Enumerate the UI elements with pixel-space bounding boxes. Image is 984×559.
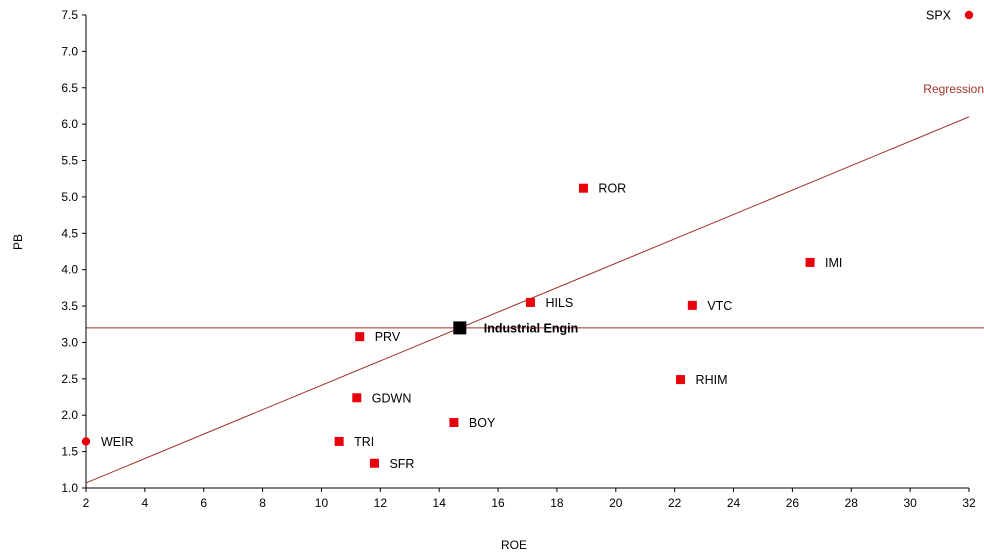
x-tick-label: 6: [200, 496, 207, 510]
x-tick-label: 14: [433, 496, 447, 510]
y-tick-label: 5.0: [61, 190, 78, 204]
y-tick-label: 2.5: [61, 372, 78, 386]
point-label-weir: WEIR: [101, 435, 134, 449]
y-axis-title: PB: [11, 234, 25, 250]
y-tick-label: 7.0: [61, 44, 78, 58]
point-label-prv: PRV: [375, 330, 401, 344]
y-tick-label: 3.0: [61, 335, 78, 349]
y-tick-label: 1.5: [61, 445, 78, 459]
point-label-tri: TRI: [354, 435, 374, 449]
y-tick-label: 3.5: [61, 299, 78, 313]
x-tick-label: 22: [668, 496, 682, 510]
point-tri: [334, 436, 344, 446]
point-label-boy: BOY: [469, 416, 496, 430]
point-sfr: [369, 458, 379, 468]
y-tick-label: 4.5: [61, 226, 78, 240]
axes: 1.0 1.5 2.0 2.5 3.0 3.5 4.0 4.5 5.0 5.5 6.0 6.5 7.0 7…: [61, 8, 976, 510]
x-tick-label: 24: [727, 496, 741, 510]
point-hils: [525, 297, 535, 307]
point-vtc: [687, 300, 697, 310]
x-tick-label: 12: [374, 496, 388, 510]
x-tick-label: 28: [845, 496, 859, 510]
x-tick-label: 32: [962, 496, 976, 510]
y-tick-label: 6.0: [61, 117, 78, 131]
point-spx: [964, 10, 974, 20]
point-label-vtc: VTC: [707, 299, 732, 313]
y-tick-label: 1.0: [61, 481, 78, 495]
point-imi: [805, 257, 815, 267]
point-label-ror: ROR: [598, 182, 626, 196]
point-label-hils: HILS: [545, 296, 573, 310]
y-tick-label: 5.5: [61, 154, 78, 168]
regression-label: Regression: [923, 82, 984, 96]
point-gdwn: [352, 393, 362, 403]
y-tick-label: 7.5: [61, 8, 78, 22]
x-tick-label: 20: [609, 496, 623, 510]
point-ror: [578, 183, 588, 193]
point-highlight: [453, 321, 467, 335]
point-label-spx: SPX: [926, 9, 952, 23]
point-prv: [355, 332, 365, 342]
y-tick-label: 4.0: [61, 263, 78, 277]
x-tick-label: 2: [83, 496, 90, 510]
x-tick-label: 18: [550, 496, 564, 510]
x-tick-label: 8: [259, 496, 266, 510]
point-boy: [449, 418, 459, 428]
x-tick-label: 16: [491, 496, 505, 510]
x-tick-label: 26: [786, 496, 800, 510]
x-axis-title: ROE: [501, 538, 527, 552]
y-tick-label: 6.5: [61, 81, 78, 95]
x-tick-label: 10: [315, 496, 329, 510]
y-tick-label: 2.0: [61, 408, 78, 422]
data-points: [81, 10, 974, 468]
point-label-imi: IMI: [825, 256, 842, 270]
point-rhim: [676, 375, 686, 385]
reference-lines: [85, 116, 984, 484]
x-tick-label: 4: [142, 496, 149, 510]
point-label-gdwn: GDWN: [372, 391, 412, 405]
point-label-rhim: RHIM: [696, 373, 728, 387]
x-tick-label: 30: [903, 496, 917, 510]
point-label-highlight: Industrial Engin: [484, 321, 578, 335]
point-labels: Regression ROR IMI HILS VTC PRV RHIM GDWN BOY TRI…: [101, 9, 984, 471]
point-label-sfr: SFR: [389, 457, 414, 471]
point-weir: [81, 437, 91, 446]
